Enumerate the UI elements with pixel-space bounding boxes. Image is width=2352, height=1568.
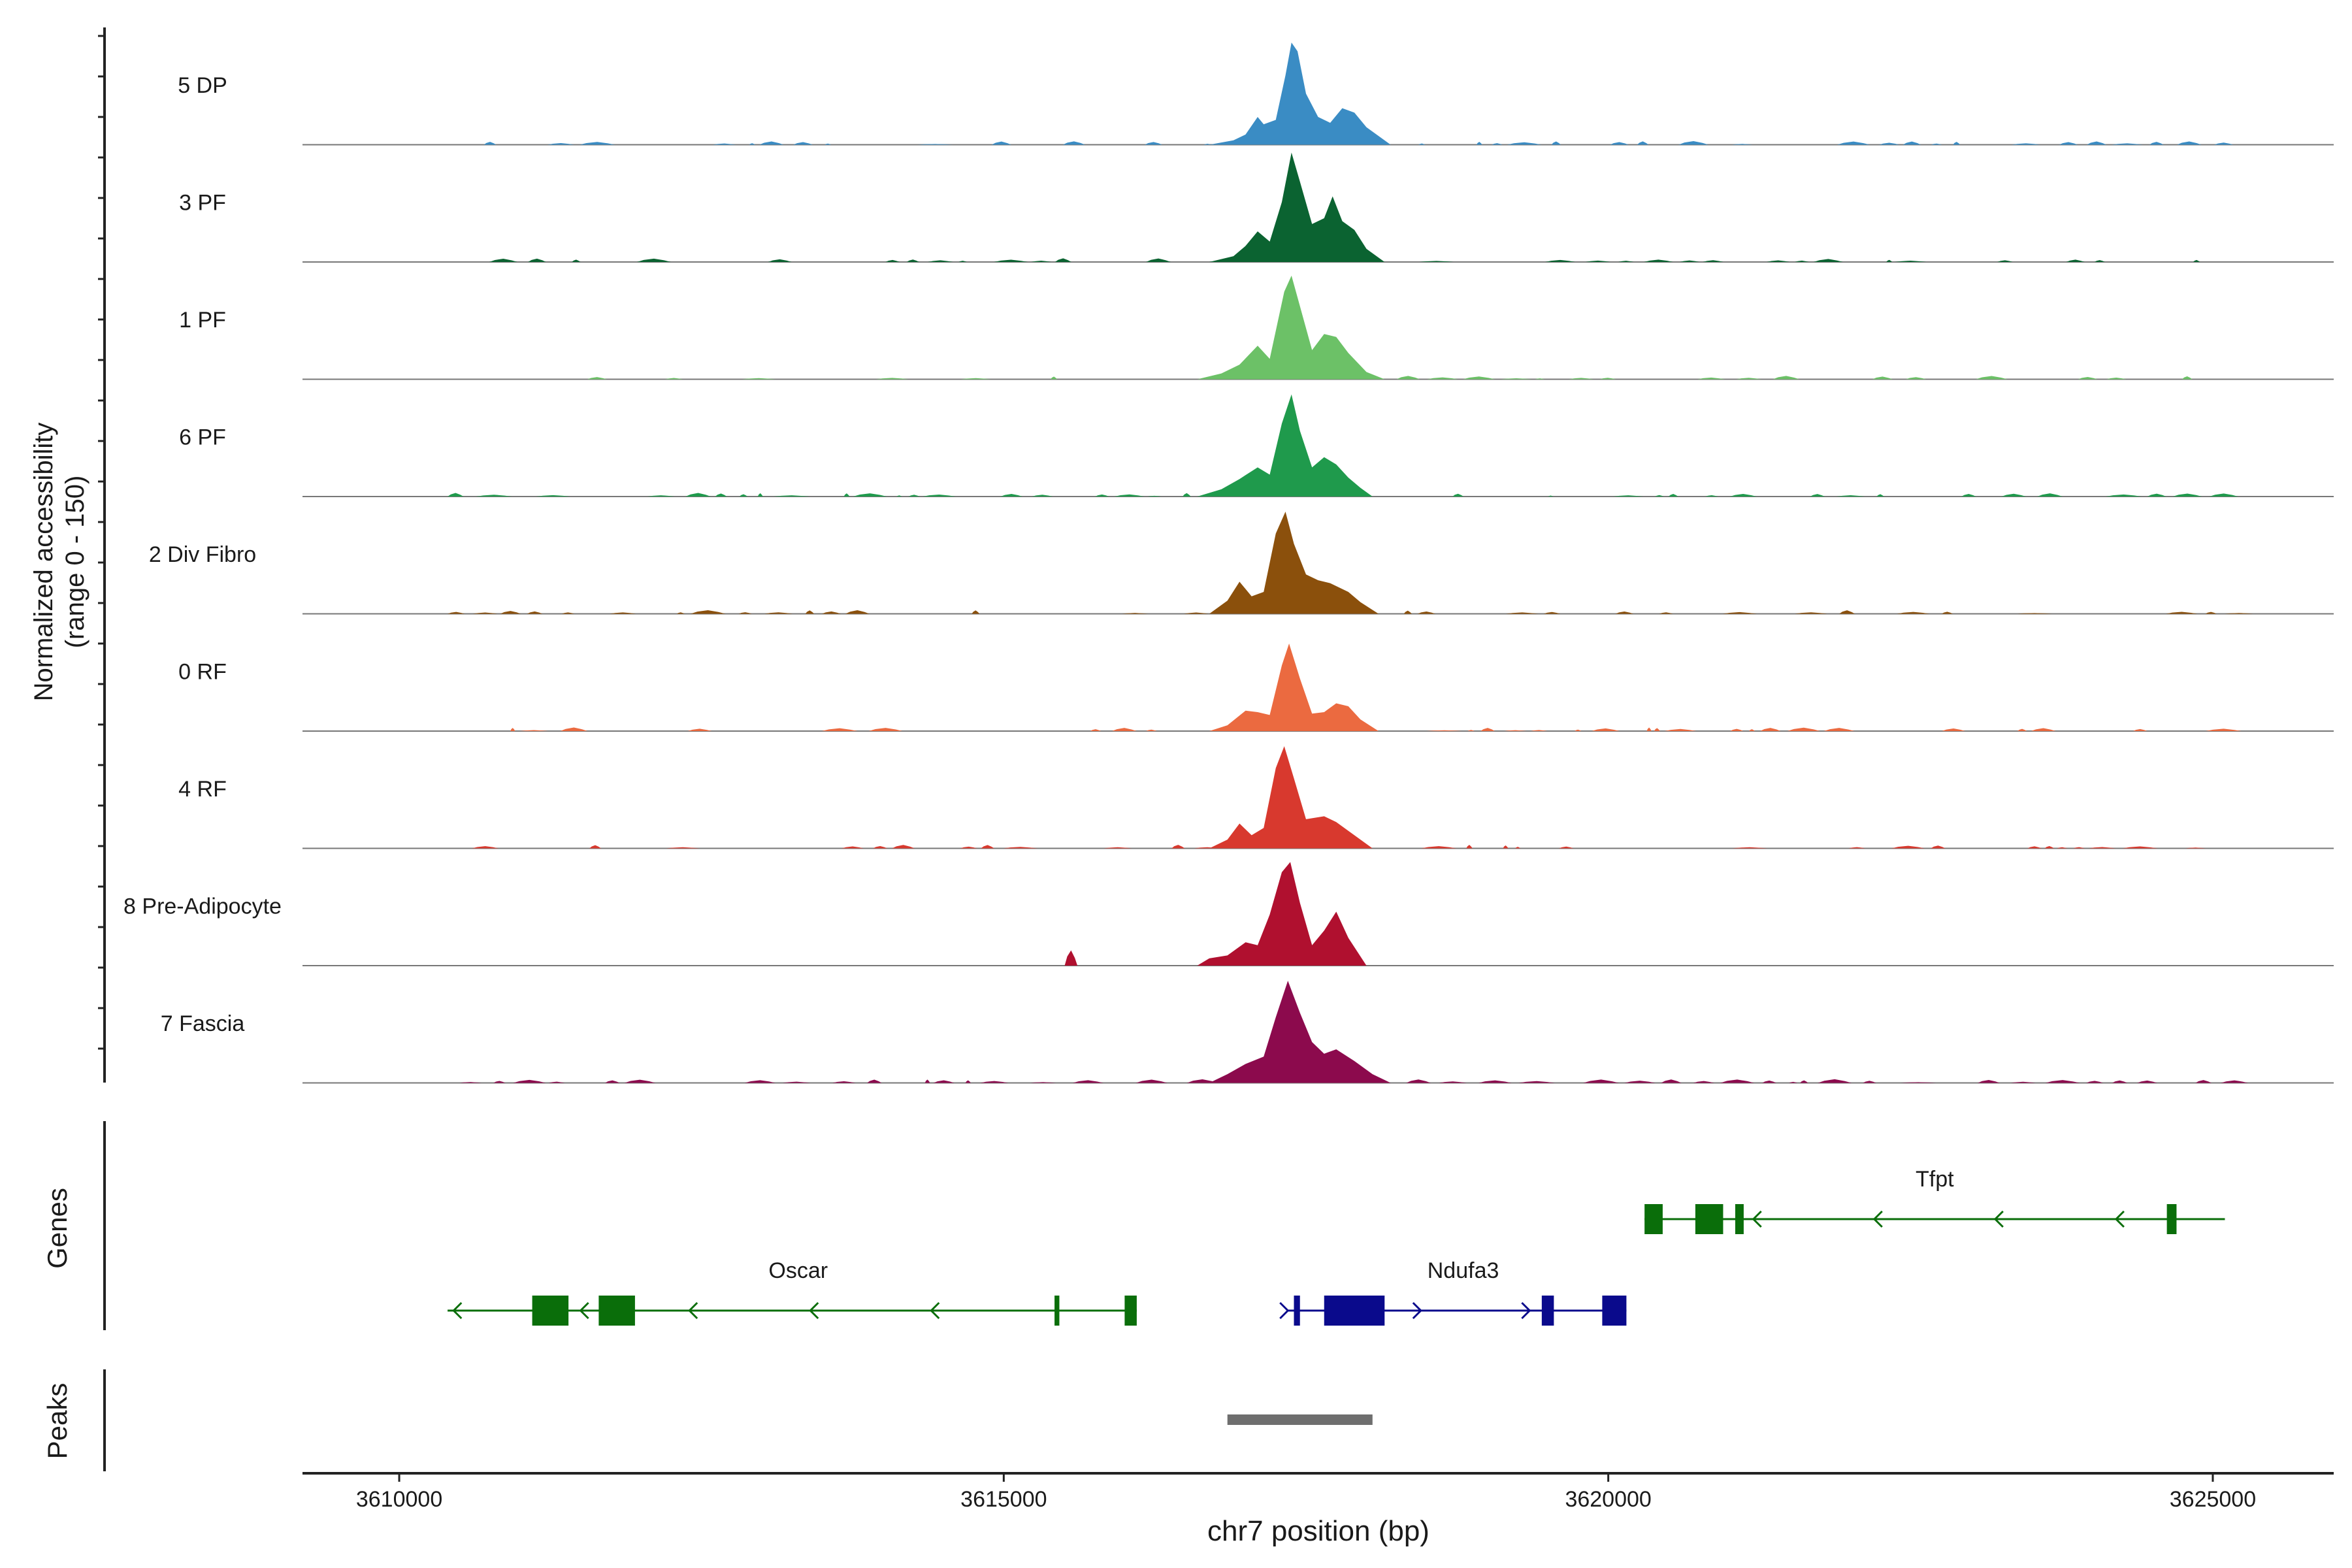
strand-arrow (1279, 1301, 1290, 1320)
y-axis-label-range: (range 0 - 150) (61, 476, 90, 649)
track-label: 5 DP (178, 73, 227, 98)
strand-arrow (1872, 1210, 1883, 1228)
track-4-rf: 4 RF (178, 746, 2334, 849)
track-label: 8 Pre-Adipocyte (123, 894, 282, 919)
track-label: 3 PF (179, 191, 226, 216)
track-noise (489, 258, 2200, 262)
track-7-fascia: 7 Fascia (161, 981, 2334, 1084)
track-2-div-fibro: 2 Div Fibro (149, 512, 2334, 615)
track-6-pf: 6 PF (179, 394, 2334, 497)
track-peak-area (1197, 394, 1373, 497)
track-label: 0 RF (178, 660, 227, 685)
track-noise (510, 727, 2242, 731)
genes-track-label: Genes (42, 1188, 73, 1269)
x-tick-label: 3620000 (1565, 1487, 1651, 1512)
gene-exon (1735, 1204, 1744, 1234)
strand-arrow (1521, 1301, 1531, 1320)
x-axis-label: chr7 position (bp) (1207, 1515, 1429, 1547)
gene-tfpt: Tfpt (1644, 1167, 2225, 1234)
track-noise (1064, 950, 1078, 966)
track-3-pf: 3 PF (179, 152, 2334, 263)
x-tick-label: 3610000 (356, 1487, 442, 1512)
strand-arrow (1752, 1210, 1762, 1228)
gene-exon (532, 1296, 569, 1326)
gene-exon (1644, 1204, 1663, 1234)
strand-arrow (1412, 1301, 1422, 1320)
gene-exon (1054, 1296, 1060, 1326)
track-1-pf: 1 PF (179, 275, 2334, 380)
track-peak-area (1209, 643, 1379, 731)
peak-track (1227, 1414, 1373, 1425)
gene-name-label: Oscar (768, 1258, 828, 1283)
track-label: 2 Div Fibro (149, 542, 256, 567)
track-label: 7 Fascia (161, 1011, 245, 1036)
peaks-track-label: Peaks (42, 1383, 73, 1460)
gene-exon (1541, 1296, 1554, 1326)
track-noise (472, 845, 2206, 849)
gene-exon (598, 1296, 635, 1326)
strand-arrow (579, 1301, 589, 1320)
strand-arrow (1993, 1210, 2004, 1228)
y-axis-bars (98, 27, 106, 1471)
gene-oscar: Oscar (448, 1258, 1137, 1326)
strand-arrow (809, 1301, 819, 1320)
track-peak-area (1197, 275, 1385, 380)
strand-arrow (688, 1301, 698, 1320)
track-peak-area (1209, 746, 1373, 849)
gene-name-label: Tfpt (1916, 1167, 1954, 1192)
track-label: 6 PF (179, 425, 226, 450)
gene-exon (1602, 1296, 1627, 1326)
track-noise (459, 1079, 2248, 1083)
gene-exon (1124, 1296, 1137, 1326)
track-5-dp: 5 DP (178, 42, 2334, 146)
strand-arrow (2114, 1210, 2125, 1228)
track-noise (448, 610, 2253, 614)
gene-exon (1695, 1204, 1723, 1234)
track-noise (587, 376, 2193, 380)
gene-ndufa3: Ndufa3 (1279, 1258, 1627, 1326)
y-axis-label: Normalized accessibility (29, 423, 58, 702)
strand-arrow (930, 1301, 940, 1320)
gene-name-label: Ndufa3 (1428, 1258, 1499, 1283)
track-peak-area (1209, 981, 1391, 1083)
gene-exon (1324, 1296, 1385, 1326)
strand-arrow (452, 1301, 463, 1320)
track-peak-area (1209, 152, 1385, 262)
track-peak-area (1209, 42, 1391, 145)
x-tick-label: 3625000 (2170, 1487, 2256, 1512)
track-label: 1 PF (179, 308, 226, 333)
gene-exon (1294, 1296, 1300, 1326)
track-0-rf: 0 RF (178, 643, 2334, 732)
x-axis: 3610000 3615000 3620000 3625000 (302, 1472, 2334, 1512)
track-label: 4 RF (178, 777, 227, 802)
track-8-pre-adipocyte: 8 Pre-Adipocyte (123, 862, 2334, 966)
coverage-tracks: 5 DP 3 PF 1 PF 6 PF 2 Div Fibro 0 RF 4 RF 8 Pre… (123, 42, 2334, 1084)
x-tick-label: 3615000 (960, 1487, 1047, 1512)
track-peak-area (1209, 512, 1379, 614)
gene-annotation-track: Tfpt Oscar Ndufa3 (448, 1167, 2225, 1326)
track-noise (448, 493, 2238, 497)
gene-exon (2166, 1204, 2177, 1234)
peak-region (1227, 1414, 1373, 1425)
track-peak-area (1197, 862, 1367, 966)
